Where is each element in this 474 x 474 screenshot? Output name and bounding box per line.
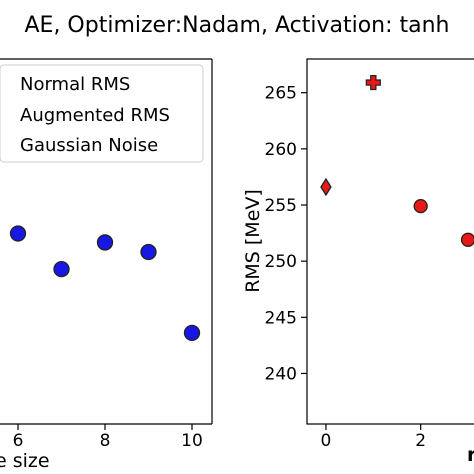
left-plot-panel: 6 8 10 e size Normal RMS Augmented RMS Gau… [0,58,213,472]
right-y-ticks: 240 245 250 255 260 265 [265,84,307,384]
right-x-tick-label: 2 [415,431,426,451]
left-x-ticks: 6 8 10 [13,424,203,451]
right-x-axis-label-fragment: r [467,444,474,466]
right-x-tick-label: 0 [321,431,332,451]
right-data-point-plus [365,74,381,91]
right-y-tick-label: 265 [265,84,297,104]
right-data-points [320,74,474,247]
right-data-point-circle [413,198,428,214]
right-y-tick-label: 260 [265,140,297,160]
left-data-point [140,243,157,261]
right-y-tick-label: 255 [265,196,297,216]
right-axes-frame [306,58,474,425]
right-y-tick-label: 240 [265,364,297,384]
legend-entry-normal-rms: Normal RMS [20,74,130,95]
left-x-tick-label: 8 [100,431,111,451]
right-y-tick-label: 245 [265,308,297,328]
left-data-point [53,261,70,278]
right-y-tick-label: 250 [265,252,297,272]
left-data-point [96,234,114,251]
left-data-point [183,324,201,342]
left-x-axis-label: e size [0,450,50,472]
right-data-point-circle [460,232,474,247]
legend-entry-augmented-rms: Augmented RMS [20,105,170,126]
legend-entry-gaussian-noise: Gaussian Noise [20,135,158,156]
left-x-tick-label: 6 [13,431,24,451]
right-y-axis-label: RMS [MeV] [242,189,264,293]
figure-title: AE, Optimizer:Nadam, Activation: tanh [25,13,450,38]
right-data-point-diamond [320,177,332,197]
legend: Normal RMS Augmented RMS Gaussian Noise [0,64,204,163]
left-x-tick-label: 10 [181,431,203,451]
left-data-point [9,225,27,242]
left-data-points [9,225,201,342]
legend-frame [0,64,204,163]
